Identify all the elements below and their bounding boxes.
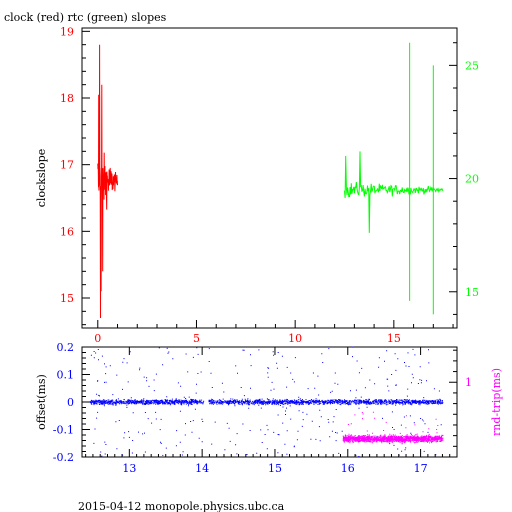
bottom-x-tick-label: 14 (195, 462, 209, 475)
top-y-tick-label: 17 (60, 159, 74, 172)
top-y-tick-label: 16 (60, 225, 74, 238)
red-clock-series (97, 44, 118, 319)
red-clock-line (97, 44, 118, 319)
top-x-tick-label: 15 (387, 332, 401, 345)
clock-slope-panel: clockslope 0 5 10 15 15 16 17 18 19 15 20 25 (35, 25, 479, 345)
bottom-x-tick-label: 15 (268, 462, 282, 475)
top-plot-frame (81, 27, 458, 329)
bottom-y-axis-label: offset(ms) (35, 374, 48, 430)
offset-panel: offset(ms) rnd-trip(ms) 13 14 15 16 17 0.2 0.1… (35, 341, 503, 475)
bottom-y-tick-label: 0.1 (57, 369, 75, 382)
magenta-roundtrip-points (342, 411, 444, 444)
bottom-y-tick-label: 0 (67, 396, 74, 409)
chart-title: clock (red) rtc (green) slopes (4, 11, 167, 24)
top-y2-tick-label: 15 (465, 286, 479, 299)
bottom-y-tick-label: 0.2 (57, 341, 75, 354)
top-y-axis-label: clockslope (35, 149, 48, 207)
top-x-tick-label: 10 (288, 332, 302, 345)
bottom-y2-axis-label: rnd-trip(ms) (490, 368, 503, 436)
bottom-x-tick-label: 13 (122, 462, 136, 475)
top-y2-tick-label: 20 (465, 173, 479, 186)
magenta-roundtrip-series (342, 411, 444, 444)
blue-offset-points (89, 346, 444, 457)
blue-offset-series (89, 346, 444, 457)
top-y2-tick-label: 25 (465, 59, 479, 72)
footer-text: 2015-04-12 monopole.physics.ubc.ca (78, 500, 285, 512)
top-y-tick-label: 15 (60, 292, 74, 305)
bottom-x-tick-label: 17 (414, 462, 428, 475)
bottom-x-tick-label: 16 (341, 462, 355, 475)
bottom-y-tick-label: -0.1 (53, 424, 74, 437)
top-x-tick-label: 0 (94, 332, 101, 345)
green-rtc-line (344, 151, 444, 233)
green-rtc-series (344, 42, 444, 315)
top-x-tick-label: 5 (193, 332, 200, 345)
bottom-y-tick-label: -0.2 (53, 451, 74, 464)
top-y-tick-label: 19 (60, 25, 74, 38)
top-y-tick-label: 18 (60, 92, 74, 105)
bottom-y2-tick-label: 1 (465, 376, 472, 389)
